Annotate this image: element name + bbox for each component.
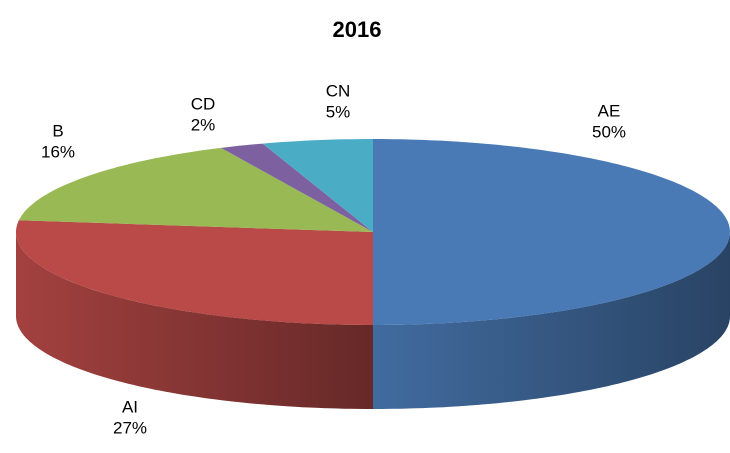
slice: [373, 139, 730, 325]
slice-value-label: 2%: [191, 115, 216, 134]
slice: [262, 139, 373, 232]
slice-category: CN: [326, 81, 351, 100]
side-walls: [16, 232, 730, 409]
slice-side-shade: [16, 232, 373, 409]
slice-category: B: [52, 121, 63, 140]
slice-category: CD: [191, 94, 216, 113]
chart-title: 2016: [333, 17, 382, 42]
slice-value-label: 50%: [592, 122, 626, 141]
slice: [221, 143, 373, 232]
slice: [18, 147, 374, 232]
slice-value-label: 5%: [326, 102, 351, 121]
slice-category: AI: [122, 397, 138, 416]
slice-value-label: 16%: [41, 142, 75, 161]
slice-value-label: 27%: [113, 418, 147, 437]
slice-category: AE: [598, 101, 621, 120]
slice: [16, 220, 373, 325]
slice-side-shade: [373, 232, 730, 409]
